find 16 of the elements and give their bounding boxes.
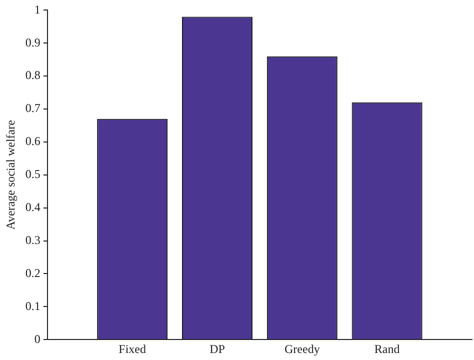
- y-tick-label: 0.9: [25, 35, 40, 50]
- y-tick-label: 0.6: [25, 134, 40, 148]
- y-tick-label: 0.4: [25, 200, 40, 214]
- y-tick-label: 0.3: [25, 232, 40, 247]
- x-tick-label: DP: [210, 342, 226, 356]
- y-tick-label: 0: [34, 332, 40, 346]
- y-tick-label: 0.7: [25, 101, 40, 116]
- y-tick-label: 0.8: [25, 68, 40, 82]
- y-tick-label: 0.1: [25, 298, 40, 313]
- y-tick-label: 0.2: [25, 266, 40, 280]
- y-tick-label: 0.5: [25, 167, 40, 182]
- x-tick-label: Greedy: [284, 342, 320, 356]
- y-tick-label: 1: [34, 2, 40, 16]
- x-tick-label: Rand: [374, 342, 400, 356]
- y-axis-title: Average social welfare: [3, 120, 18, 230]
- x-tick-label: Fixed: [118, 342, 146, 356]
